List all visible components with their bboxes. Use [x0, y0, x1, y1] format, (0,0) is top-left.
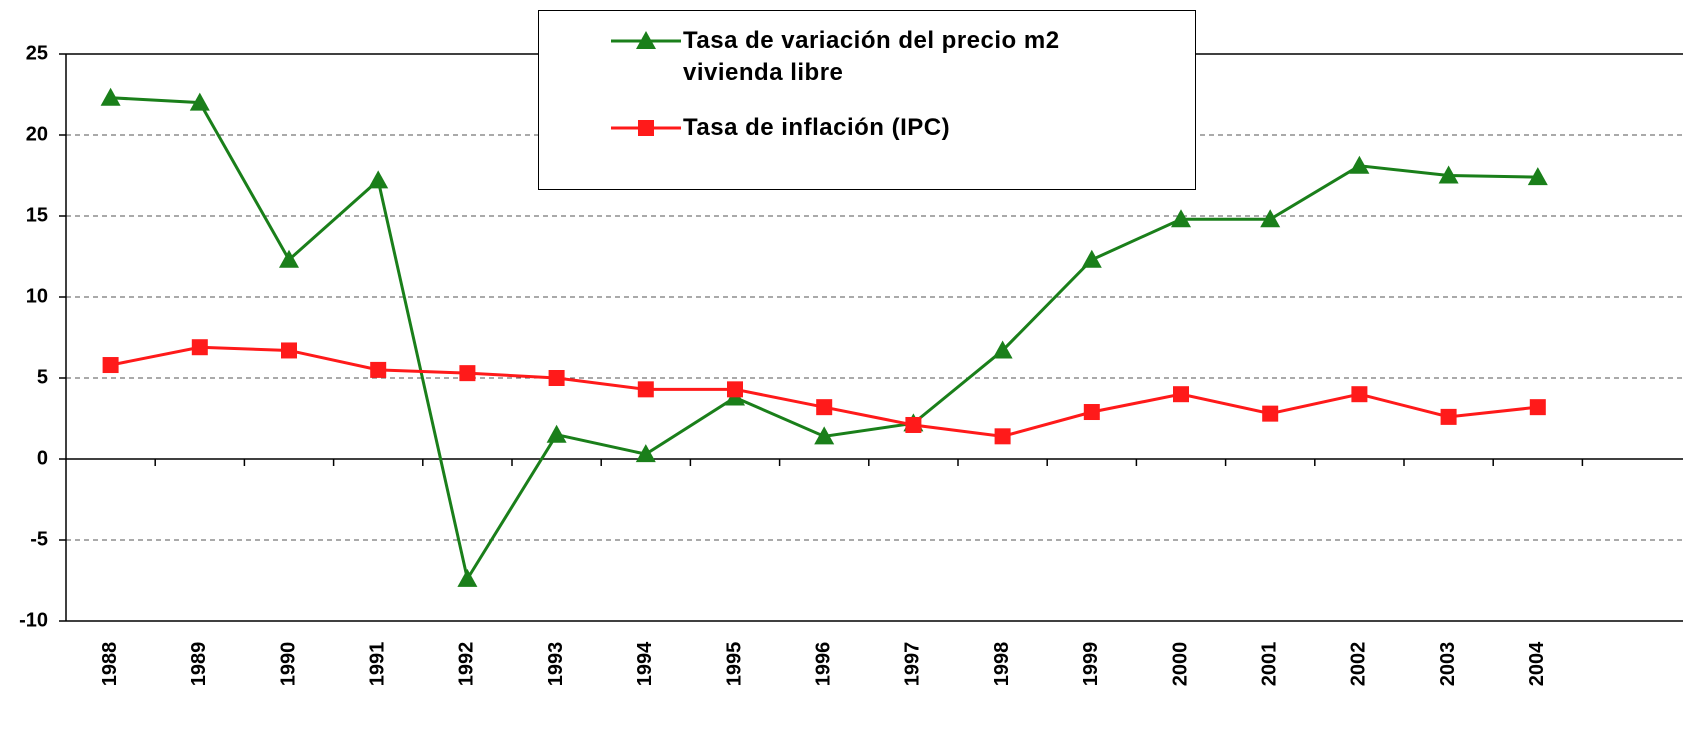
x-tick-label: 2002 — [1348, 642, 1370, 687]
marker — [1527, 167, 1548, 186]
y-tick-label: 0 — [37, 447, 48, 469]
marker — [1440, 408, 1457, 425]
x-tick-label: 1994 — [634, 641, 656, 686]
legend-marker — [638, 120, 654, 136]
marker — [548, 370, 565, 386]
marker — [102, 357, 119, 374]
x-tick-label: 1993 — [545, 642, 567, 687]
marker — [992, 340, 1013, 359]
legend-swatch — [611, 120, 681, 136]
marker — [1351, 386, 1368, 403]
marker — [994, 428, 1011, 445]
marker — [1081, 249, 1102, 268]
marker — [189, 92, 210, 111]
marker — [459, 365, 476, 382]
x-tick-label: 1988 — [99, 642, 121, 687]
marker — [368, 170, 389, 189]
x-tick-label: 2004 — [1526, 641, 1548, 686]
x-tick-label: 1996 — [812, 642, 834, 687]
y-tick-label: 15 — [26, 204, 48, 226]
x-tick-label: 1995 — [723, 642, 745, 687]
x-tick-label: 1990 — [277, 642, 299, 687]
marker — [279, 249, 299, 268]
marker — [281, 342, 297, 359]
x-tick-label: 1989 — [188, 642, 210, 687]
y-tick-label: 20 — [26, 123, 48, 145]
marker — [546, 424, 567, 443]
marker — [191, 339, 208, 356]
x-tick-label: 1999 — [1080, 642, 1102, 687]
legend-marker — [636, 31, 656, 49]
marker — [1438, 165, 1459, 184]
marker — [816, 399, 833, 416]
marker — [1529, 399, 1546, 416]
marker — [370, 361, 387, 378]
marker — [1173, 386, 1189, 403]
marker — [1349, 155, 1370, 174]
legend: Tasa de variación del precio m2 vivienda… — [538, 10, 1196, 190]
x-tick-label: 1998 — [991, 642, 1013, 687]
marker — [905, 416, 922, 433]
marker — [1262, 405, 1279, 422]
marker — [814, 426, 835, 445]
series-line — [110, 345, 1538, 438]
y-tick-label: 25 — [26, 42, 48, 64]
y-tick-label: -5 — [30, 528, 48, 550]
marker — [457, 568, 478, 587]
x-tick-label: 2003 — [1437, 642, 1459, 687]
marker — [1260, 209, 1281, 228]
marker — [100, 87, 121, 106]
x-tick-label: 1991 — [366, 642, 388, 687]
marker — [635, 444, 656, 463]
marker — [727, 381, 743, 398]
legend-entry: Tasa de inflación (IPC) — [609, 112, 1089, 144]
y-tick-label: 5 — [37, 366, 48, 388]
marker — [1171, 209, 1191, 228]
marker — [637, 381, 654, 398]
legend-swatch — [611, 31, 681, 49]
x-tick-label: 2000 — [1169, 642, 1191, 687]
legend-entry: Tasa de variación del precio m2 vivienda… — [609, 25, 1089, 89]
legend-label: Tasa de inflación (IPC) — [683, 114, 951, 141]
x-tick-label: 1992 — [456, 642, 478, 687]
x-tick-label: 2001 — [1258, 642, 1280, 687]
marker — [1083, 404, 1100, 421]
y-tick-label: 10 — [26, 285, 48, 307]
x-tick-label: 1997 — [902, 642, 924, 687]
y-tick-label: -10 — [19, 609, 48, 631]
legend-label: Tasa de variación del precio m2 vivienda… — [683, 27, 1060, 86]
